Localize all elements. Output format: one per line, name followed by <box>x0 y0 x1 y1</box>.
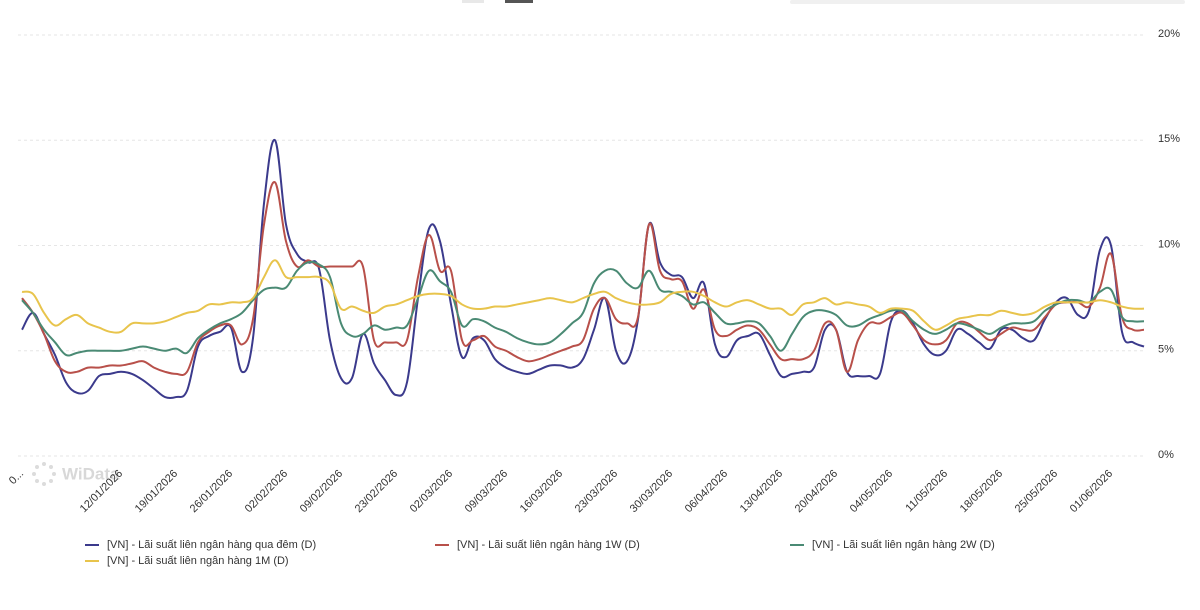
x-tick-label: 09/03/2026 <box>463 468 510 515</box>
legend-label: [VN] - Lãi suất liên ngân hàng qua đêm (… <box>107 539 316 551</box>
legend-label: [VN] - Lãi suất liên ngân hàng 2W (D) <box>812 539 995 551</box>
x-tick-label: 0... <box>7 468 26 487</box>
x-tick-label: 16/03/2026 <box>518 468 565 515</box>
y-tick-label: 0% <box>1158 449 1174 461</box>
legend-label: [VN] - Lãi suất liên ngân hàng 1W (D) <box>457 539 640 551</box>
x-tick-label: 18/05/2026 <box>958 468 1005 515</box>
x-tick-label: 11/05/2026 <box>903 468 950 515</box>
y-tick-label: 15% <box>1158 133 1180 145</box>
series-line <box>21 139 1145 400</box>
x-tick-label: 23/02/2026 <box>353 468 400 515</box>
y-tick-label: 10% <box>1158 238 1180 250</box>
toolbar-button[interactable] <box>505 0 533 3</box>
x-tick-label: 09/02/2026 <box>298 468 345 515</box>
legend-label: [VN] - Lãi suất liên ngân hàng 1M (D) <box>107 555 289 567</box>
x-tick-label: 13/04/2026 <box>738 468 785 515</box>
x-tick-label: 23/03/2026 <box>573 468 620 515</box>
search-bar[interactable] <box>790 0 1185 4</box>
x-tick-label: 20/04/2026 <box>793 468 840 515</box>
x-tick-label: 30/03/2026 <box>628 468 675 515</box>
x-tick-label: 02/02/2026 <box>243 468 290 515</box>
x-tick-label: 25/05/2026 <box>1013 468 1060 515</box>
x-tick-label: 04/05/2026 <box>848 468 895 515</box>
x-tick-label: 01/06/2026 <box>1068 468 1115 515</box>
watermark-logo <box>32 462 56 486</box>
x-tick-label: 19/01/2026 <box>133 468 180 515</box>
x-tick-label: 02/03/2026 <box>408 468 455 515</box>
x-tick-label: 26/01/2026 <box>188 468 235 515</box>
x-tick-label: 06/04/2026 <box>683 468 730 515</box>
toolbar-button[interactable] <box>462 0 484 3</box>
watermark: WiData <box>62 464 120 483</box>
y-tick-label: 20% <box>1158 28 1180 40</box>
series-line <box>21 260 1145 357</box>
series-line <box>21 181 1145 376</box>
series-line <box>21 259 1145 334</box>
y-tick-label: 5% <box>1158 344 1174 356</box>
